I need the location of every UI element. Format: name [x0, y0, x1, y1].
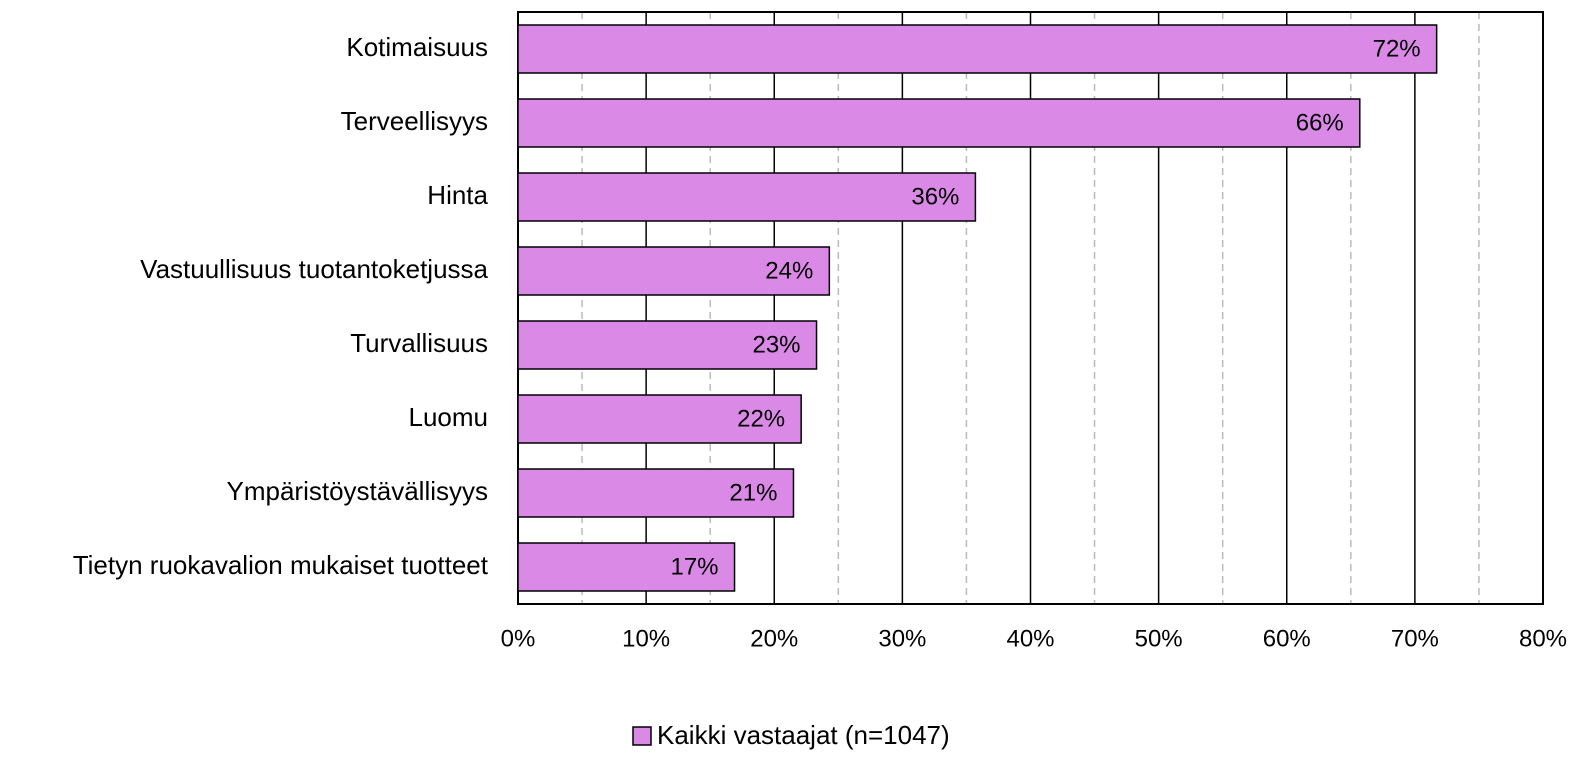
bar	[517, 172, 977, 222]
y-tick-label: Kotimaisuus	[346, 32, 488, 62]
bar	[517, 542, 736, 592]
data-label: 72%	[1373, 35, 1421, 62]
plot-frame	[517, 11, 1544, 605]
x-tick-label: 0%	[501, 625, 536, 652]
y-tick-label: Luomu	[409, 402, 489, 432]
y-tick-label: Hinta	[427, 180, 488, 210]
data-label: 21%	[729, 479, 777, 506]
bar	[517, 24, 1438, 74]
legend-swatch	[632, 726, 652, 746]
data-label: 22%	[737, 405, 785, 432]
x-tick-label: 40%	[1006, 625, 1054, 652]
bar	[517, 468, 795, 518]
bar	[517, 98, 1361, 148]
y-tick-label: Tietyn ruokavalion mukaiset tuotteet	[73, 550, 489, 580]
x-tick-label: 10%	[622, 625, 670, 652]
bar	[517, 320, 818, 370]
y-tick-label: Ympäristöystävällisyys	[226, 476, 488, 506]
y-tick-label: Turvallisuus	[350, 328, 488, 358]
x-tick-label: 20%	[750, 625, 798, 652]
x-tick-label: 50%	[1135, 625, 1183, 652]
legend-label: Kaikki vastaajat (n=1047)	[657, 720, 950, 750]
bar	[517, 394, 802, 444]
x-tick-label: 30%	[878, 625, 926, 652]
data-label: 23%	[752, 331, 800, 358]
x-tick-label: 80%	[1519, 625, 1567, 652]
y-tick-label: Terveellisyys	[341, 106, 488, 136]
data-label: 36%	[911, 183, 959, 210]
bar	[517, 246, 831, 296]
data-label: 17%	[670, 553, 718, 580]
data-label: 66%	[1296, 109, 1344, 136]
y-tick-label: Vastuullisuus tuotantoketjussa	[140, 254, 488, 284]
x-tick-label: 60%	[1263, 625, 1311, 652]
x-tick-label: 70%	[1391, 625, 1439, 652]
data-label: 24%	[765, 257, 813, 284]
